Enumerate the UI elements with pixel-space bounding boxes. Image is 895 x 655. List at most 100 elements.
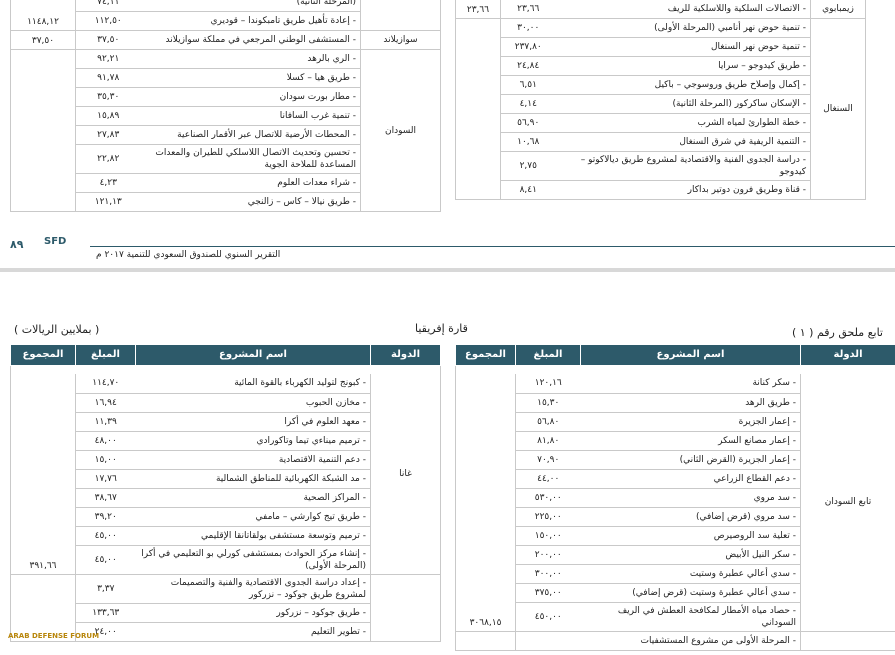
table-row: - مخازن الحبوب ١٦,٩٤ — [11, 393, 441, 413]
column-header: الدولة — [800, 344, 895, 366]
table-row: زيمبابوي - الاتصالات السلكية واللاسلكية ل… — [455, 0, 866, 19]
top-page: (المرحلة الثانية) ٧٤,١١ ١١٤٨,١٢- إعادة تأه… — [0, 0, 895, 232]
amount-cell: ٤٨,٠٠ — [75, 431, 136, 451]
table-row: - ترميم ميناءي تيما وتاكورادي ٤٨,٠٠ — [11, 431, 441, 451]
table-row: - المحطات الأرضية للاتصال عبر الأقمار ال… — [11, 125, 441, 145]
amount-cell: ٤٥,٠٠ — [75, 545, 136, 575]
country-cell: تابع السودان — [800, 374, 895, 632]
header-row: الدولة اسم المشروع المبلغ المجموع — [10, 344, 441, 366]
table-row: - سدي أعالي عطبرة وستيت ٣٠٠,٠٠ — [456, 564, 895, 584]
table-row: - معهد العلوم في أكرا ١١,٣٩ — [11, 412, 441, 432]
amount-cell: ١٥,٨٩ — [75, 106, 141, 126]
total-cell: ٣٩١,٦٦ — [10, 374, 76, 575]
table-row: - إعمار الجزيرة (القرض الثاني) ٧٠,٩٠ — [456, 450, 895, 470]
amount-cell: ٣٩,٢٠ — [75, 507, 136, 527]
project-cell: - الاتصالات السلكية واللاسلكية للريف — [555, 0, 811, 19]
amount-cell: ٢,٧٥ — [500, 151, 556, 181]
project-cell: - تنمية حوض نهر السنغال — [555, 37, 811, 57]
project-cell: - ترميم وتوسعة مستشفى بولقاتانقا الإقليم… — [135, 526, 371, 546]
logo: SFD — [44, 236, 67, 247]
column-header: اسم المشروع — [135, 344, 371, 366]
table-row: - سد مروي (قرض إضافي) ٢٢٥,٠٠ — [456, 507, 895, 527]
amount-cell: ١٢١,١٣ — [75, 192, 141, 212]
project-cell: - طريق جوكود – نزركور — [135, 603, 371, 623]
project-cell: - سكر كنانة — [580, 374, 801, 394]
total-cell — [455, 631, 516, 651]
project-cell: - إنشاء مركز الحوادث بمستشفى كورلي بو ال… — [135, 545, 371, 575]
amount-cell: ٦,٥١ — [500, 75, 556, 95]
amount-cell: ١١٢,٥٠ — [75, 11, 141, 31]
amount-cell: ١٥,٠٠ — [75, 450, 136, 470]
table-row: - خطة الطوارئ لمياه الشرب ٥٦,٩٠ — [456, 113, 866, 133]
amount-cell: ١١٤,٧٠ — [75, 374, 136, 394]
footer-rule — [90, 246, 895, 247]
total-cell: ٢٣,٦٦ — [455, 0, 501, 19]
country-cell: السودان — [360, 49, 441, 212]
total-cell — [455, 18, 501, 200]
country-cell — [800, 631, 895, 651]
amount-cell: ١٥٠,٠٠ — [515, 526, 581, 546]
table-row: - سدي أعالي عطبرة وستيت (قرض إضافي) ٣٧٥,٠… — [456, 583, 895, 603]
amount-cell: ١٥,٣٠ — [515, 393, 581, 413]
project-cell: - طريق الرهد — [580, 393, 801, 413]
amount-cell: ٢٤,٠٠ — [75, 622, 136, 642]
table-row: - مطار بورت سودان ٣٥,٣٠ — [11, 87, 441, 107]
spacer-row — [456, 366, 895, 375]
amount-cell: ٣,٣٧ — [75, 574, 136, 604]
project-cell: - سد مروي (قرض إضافي) — [580, 507, 801, 527]
project-cell: - المحطات الأرضية للاتصال عبر الأقمار ال… — [140, 125, 361, 145]
amount-cell: ٢٣٧,٨٠ — [500, 37, 556, 57]
amount-cell: ٣٥,٣٠ — [75, 87, 141, 107]
table-row: السنغال - تنمية حوض نهر أنامبي (المرحلة ا… — [455, 18, 866, 200]
table: (المرحلة الثانية) ٧٤,١١ ١١٤٨,١٢- إعادة تأه… — [10, 0, 441, 212]
amount-cell: ٤,٢٣ — [75, 173, 141, 193]
project-cell: - تنمية غرب السافانا — [140, 106, 361, 126]
project-cell: (المرحلة الثانية) — [140, 0, 361, 12]
table-row: - تنمية حوض نهر السنغال ٢٣٧,٨٠ — [456, 37, 866, 57]
project-cell: - كبونج لتوليد الكهرباء بالقوة المائية — [135, 374, 371, 394]
project-cell: - سكر النيل الأبيض — [580, 545, 801, 565]
table-row: تابع السودان - سكر كنانة ١٢٠,١٦ ٣٠٦٨,١٥ — [455, 374, 895, 632]
project-cell: - تعلية سد الروصيرص — [580, 526, 801, 546]
column-header: المجموع — [455, 344, 516, 366]
country-cell: سوازيلاند — [360, 30, 441, 50]
page-gap — [0, 268, 895, 272]
total-cell — [10, 49, 76, 212]
amount-cell: ٣٠٠,٠٠ — [515, 564, 581, 584]
project-cell: - المراكز الصحية — [135, 488, 371, 508]
amount-cell: ٢٣,٦٦ — [500, 0, 556, 19]
amount-cell: ١٠,٦٨ — [500, 132, 556, 152]
table-row: - شراء معدات العلوم ٤,٢٣ — [11, 173, 441, 193]
amount-cell: ٣٧,٥٠ — [75, 30, 141, 50]
table-row: - قناة وطريق فرون دوتير بداكار ٨,٤١ — [456, 180, 866, 200]
amount-cell: ٥٦,٩٠ — [500, 113, 556, 133]
project-cell: - طريق تيج كوارشي – مامفي — [135, 507, 371, 527]
amount-cell: ١٧,٧٦ — [75, 469, 136, 489]
table-row: - تطوير التعليم ٢٤,٠٠ — [11, 622, 441, 642]
project-cell: - إعداد دراسة الجدوى الاقتصادية والفنية … — [135, 574, 371, 604]
project-cell: - طريق هيا – كسلا — [140, 68, 361, 88]
table-row: - طريق الرهد ١٥,٣٠ — [456, 393, 895, 413]
table-wrap: (المرحلة الثانية) ٧٤,١١ ١١٤٨,١٢- إعادة تأه… — [10, 0, 441, 212]
amount-cell: ٣٧٥,٠٠ — [515, 583, 581, 603]
region-title: قارة إفريقيا — [415, 322, 468, 335]
country-cell — [370, 574, 441, 642]
project-cell: - الري بالرهد — [140, 49, 361, 69]
project-cell: - طريق كيدوجو – سرايا — [555, 56, 811, 76]
project-cell: - المستشفى الوطني المرجعي في مملكة سوازي… — [140, 30, 361, 50]
amount-cell: ١٢٠,١٦ — [515, 374, 581, 394]
amount-cell: ٩١,٧٨ — [75, 68, 141, 88]
unit-label: ( بملايين الريالات ) — [14, 323, 100, 336]
project-cell: - الإسكان ساكركور (المرحلة الثانية) — [555, 94, 811, 114]
amount-cell: ١٦,٩٤ — [75, 393, 136, 413]
amount-cell: ٤,١٤ — [500, 94, 556, 114]
project-cell: - إعمار الجزيرة (القرض الثاني) — [580, 450, 801, 470]
spacer — [11, 366, 441, 375]
project-cell: - مخازن الحبوب — [135, 393, 371, 413]
project-cell: - إعادة تأهيل طريق تامبكوندا – قوديري — [140, 11, 361, 31]
table: زيمبابوي - الاتصالات السلكية واللاسلكية ل… — [455, 0, 866, 200]
project-cell: - إعمار الجزيرة — [580, 412, 801, 432]
appendix-title: تابع ملحق رقم ( ١ ) — [791, 326, 883, 339]
amount-cell: ٩٢,٢١ — [75, 49, 141, 69]
column-header: المبلغ — [75, 344, 136, 366]
